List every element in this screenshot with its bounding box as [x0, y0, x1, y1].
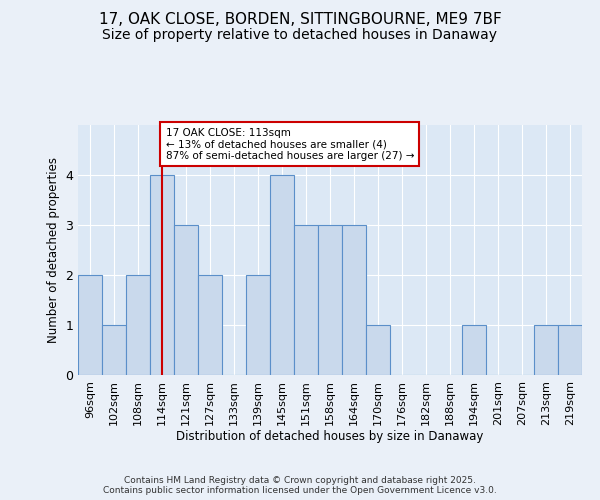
- Bar: [318, 225, 342, 375]
- Bar: [342, 225, 366, 375]
- Bar: [126, 275, 150, 375]
- Bar: [462, 325, 486, 375]
- Bar: [174, 225, 198, 375]
- Bar: [246, 275, 270, 375]
- Y-axis label: Number of detached properties: Number of detached properties: [47, 157, 59, 343]
- Bar: [558, 325, 582, 375]
- Text: 17, OAK CLOSE, BORDEN, SITTINGBOURNE, ME9 7BF: 17, OAK CLOSE, BORDEN, SITTINGBOURNE, ME…: [98, 12, 502, 28]
- Bar: [102, 325, 126, 375]
- Text: Size of property relative to detached houses in Danaway: Size of property relative to detached ho…: [103, 28, 497, 42]
- Bar: [534, 325, 558, 375]
- Bar: [366, 325, 390, 375]
- Bar: [294, 225, 318, 375]
- Text: 17 OAK CLOSE: 113sqm
← 13% of detached houses are smaller (4)
87% of semi-detach: 17 OAK CLOSE: 113sqm ← 13% of detached h…: [166, 128, 414, 160]
- Bar: [198, 275, 222, 375]
- Text: Contains HM Land Registry data © Crown copyright and database right 2025.
Contai: Contains HM Land Registry data © Crown c…: [103, 476, 497, 495]
- Bar: [270, 175, 294, 375]
- X-axis label: Distribution of detached houses by size in Danaway: Distribution of detached houses by size …: [176, 430, 484, 444]
- Bar: [78, 275, 102, 375]
- Bar: [150, 175, 174, 375]
